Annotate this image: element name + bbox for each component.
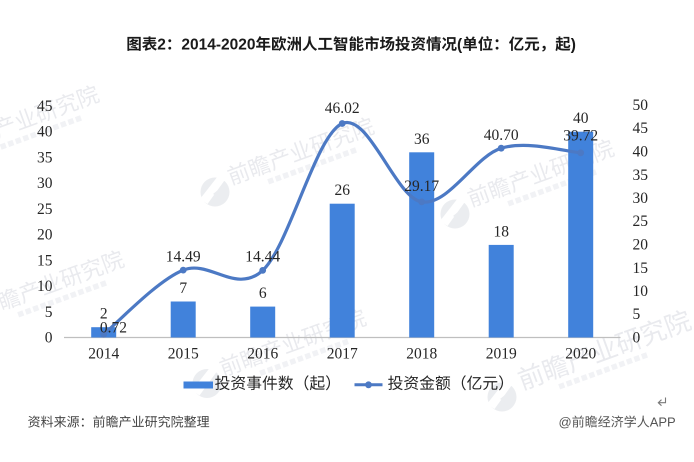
svg-text:2014-2020: 2014-2020 [181,37,255,54]
svg-text:5: 5 [633,306,641,323]
svg-text:26: 26 [334,182,350,199]
svg-text:2016: 2016 [247,346,278,363]
svg-text:25: 25 [37,201,53,218]
svg-text:2: 2 [100,306,108,323]
svg-text:0: 0 [45,330,53,347]
svg-text:20: 20 [37,227,53,244]
svg-text:7: 7 [179,280,187,297]
svg-text:10: 10 [633,283,649,300]
svg-text:14.44: 14.44 [245,248,280,265]
svg-text:30: 30 [37,175,53,192]
svg-text:2018: 2018 [406,346,437,363]
svg-text:20: 20 [633,237,649,254]
svg-text:14.49: 14.49 [166,248,201,265]
svg-text:5: 5 [45,304,53,321]
svg-text:35: 35 [37,149,53,166]
svg-text:36: 36 [414,131,430,148]
svg-text:2020: 2020 [565,346,596,363]
svg-text:(: ( [457,37,463,54]
svg-text:35: 35 [633,167,649,184]
svg-text:39.72: 39.72 [563,128,598,145]
svg-text:2015: 2015 [168,346,199,363]
svg-text:2019: 2019 [486,346,517,363]
svg-text:45: 45 [37,98,53,115]
svg-text:6: 6 [259,285,267,302]
svg-text:2017: 2017 [327,346,358,363]
svg-text:25: 25 [633,213,649,230]
svg-text:15: 15 [37,252,53,269]
svg-text:45: 45 [633,120,649,137]
svg-text:@: @ [559,415,572,430]
svg-text:10: 10 [37,278,53,295]
svg-text:46.02: 46.02 [325,100,360,117]
svg-text:2014: 2014 [88,346,119,363]
svg-text:): ) [571,37,576,54]
svg-text:40: 40 [573,110,589,127]
svg-text:18: 18 [493,223,509,240]
svg-text:40.70: 40.70 [484,127,519,144]
svg-text:50: 50 [633,97,649,114]
svg-text:0: 0 [633,330,641,347]
svg-text:40: 40 [37,124,53,141]
svg-text:30: 30 [633,190,649,207]
svg-text:40: 40 [633,144,649,161]
svg-text:29.17: 29.17 [404,178,439,195]
svg-text:APP: APP [650,415,676,430]
svg-text:15: 15 [633,260,649,277]
svg-text:0.72: 0.72 [100,319,127,336]
svg-text:2: 2 [157,37,166,54]
